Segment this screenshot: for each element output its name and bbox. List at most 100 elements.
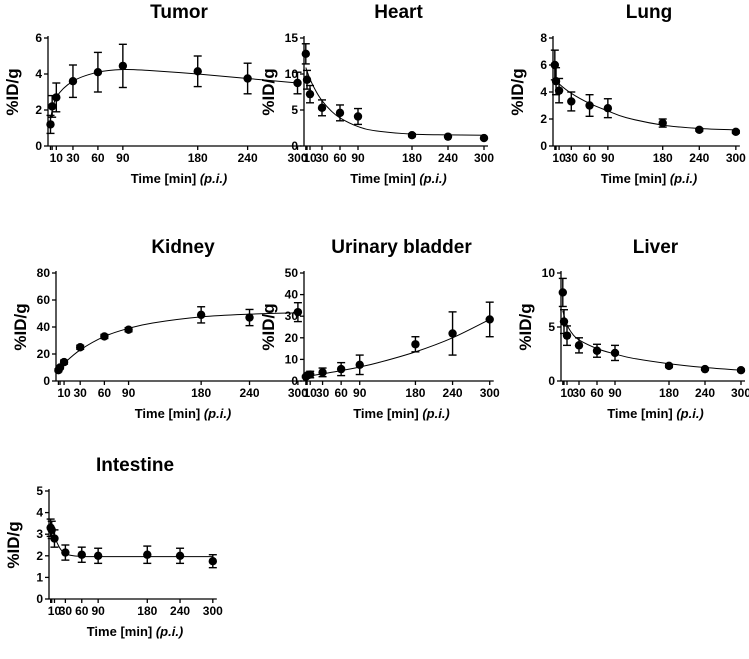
- x-axis-label-text: Time [min]: [131, 171, 200, 186]
- y-axis-label: %ID/g: [11, 303, 30, 350]
- data-point: [731, 127, 741, 137]
- x-tick-label: 30: [315, 151, 329, 165]
- y-tick-label: 10: [285, 67, 299, 81]
- data-point: [485, 315, 494, 324]
- x-tick-label: 30: [66, 151, 80, 165]
- panel-title: Kidney: [151, 237, 215, 258]
- x-tick-label: 90: [351, 151, 365, 165]
- data-point: [554, 86, 564, 95]
- y-tick-label: 5: [548, 320, 555, 334]
- y-tick-label: 8: [540, 31, 547, 45]
- data-point: [411, 340, 420, 349]
- y-tick-label: 10: [285, 352, 299, 366]
- x-axis-label: Time [min] (p.i.): [135, 406, 232, 421]
- x-axis-label-italic: (p.i.): [156, 624, 183, 639]
- data-point: [700, 364, 710, 374]
- data-point: [592, 346, 602, 355]
- data-point: [208, 557, 218, 566]
- data-point: [59, 357, 69, 367]
- x-tick-label: 30: [565, 151, 579, 165]
- x-axis-label-text: Time [min]: [353, 406, 422, 421]
- x-tick-label: 180: [405, 386, 425, 400]
- data-point: [243, 74, 252, 83]
- panel-title: Intestine: [96, 455, 174, 476]
- x-tick-label: 10: [303, 151, 317, 165]
- y-tick-label: 0: [36, 592, 43, 606]
- data-point: [695, 125, 704, 134]
- y-axis-label: %ID/g: [508, 68, 527, 115]
- x-tick-label: 300: [726, 151, 746, 165]
- y-tick-label: 2: [540, 112, 547, 126]
- data-point: [245, 313, 254, 322]
- x-axis-label: Time [min] (p.i.): [601, 171, 698, 186]
- data-point: [559, 317, 569, 326]
- data-point: [562, 331, 572, 340]
- data-point: [124, 325, 133, 334]
- x-tick-label: 240: [438, 151, 458, 165]
- y-tick-label: 0: [43, 374, 50, 388]
- x-tick-label: 10: [57, 386, 71, 400]
- y-axis-label: %ID/g: [4, 521, 23, 568]
- data-point: [335, 108, 345, 118]
- x-tick-label: 90: [601, 151, 615, 165]
- data-point: [355, 360, 364, 369]
- data-point: [75, 343, 85, 352]
- x-tick-label: 10: [48, 604, 62, 618]
- x-tick-label: 180: [137, 604, 157, 618]
- data-point: [93, 68, 103, 77]
- data-point: [305, 370, 315, 379]
- data-point: [443, 132, 453, 141]
- x-tick-label: 300: [203, 604, 223, 618]
- data-point: [100, 332, 109, 341]
- y-tick-label: 0: [540, 139, 547, 153]
- data-point: [293, 307, 303, 317]
- y-tick-label: 10: [542, 266, 556, 280]
- x-tick-label: 300: [474, 151, 494, 165]
- x-axis-label: Time [min] (p.i.): [350, 171, 447, 186]
- x-axis-label-text: Time [min]: [601, 171, 670, 186]
- x-tick-label: 90: [91, 604, 105, 618]
- x-axis-label: Time [min] (p.i.): [353, 406, 450, 421]
- x-tick-label: 240: [695, 386, 715, 400]
- y-tick-label: 0: [548, 374, 555, 388]
- x-tick-label: 60: [590, 386, 604, 400]
- x-axis-label-italic: (p.i.): [676, 406, 703, 421]
- data-point: [353, 112, 363, 121]
- data-point: [61, 548, 70, 557]
- data-point: [305, 89, 315, 99]
- data-point: [301, 49, 310, 59]
- y-axis-label: %ID/g: [259, 68, 278, 115]
- x-axis-label-italic: (p.i.): [204, 406, 231, 421]
- data-point: [46, 120, 55, 129]
- data-point: [68, 77, 78, 86]
- y-tick-label: 0: [35, 139, 42, 153]
- y-axis-label: %ID/g: [259, 303, 278, 350]
- y-tick-label: 6: [540, 58, 547, 72]
- data-point: [407, 131, 417, 140]
- data-point: [318, 368, 327, 377]
- x-axis-label-text: Time [min]: [87, 624, 156, 639]
- data-point: [658, 118, 667, 128]
- x-tick-label: 90: [353, 386, 367, 400]
- y-tick-label: 0: [291, 139, 298, 153]
- x-tick-label: 180: [188, 151, 208, 165]
- x-axis-label-text: Time [min]: [350, 171, 419, 186]
- panel-title: Lung: [626, 2, 672, 23]
- data-point: [302, 75, 312, 84]
- data-point: [93, 551, 103, 560]
- y-axis-label: %ID/g: [516, 303, 535, 350]
- data-point: [448, 329, 457, 338]
- x-tick-label: 300: [731, 386, 749, 400]
- x-tick-label: 30: [316, 386, 330, 400]
- x-tick-label: 60: [91, 151, 105, 165]
- y-tick-label: 6: [35, 31, 42, 45]
- x-tick-label: 60: [98, 386, 112, 400]
- x-tick-label: 30: [572, 386, 586, 400]
- x-axis-label-text: Time [min]: [135, 406, 204, 421]
- x-tick-label: 180: [653, 151, 673, 165]
